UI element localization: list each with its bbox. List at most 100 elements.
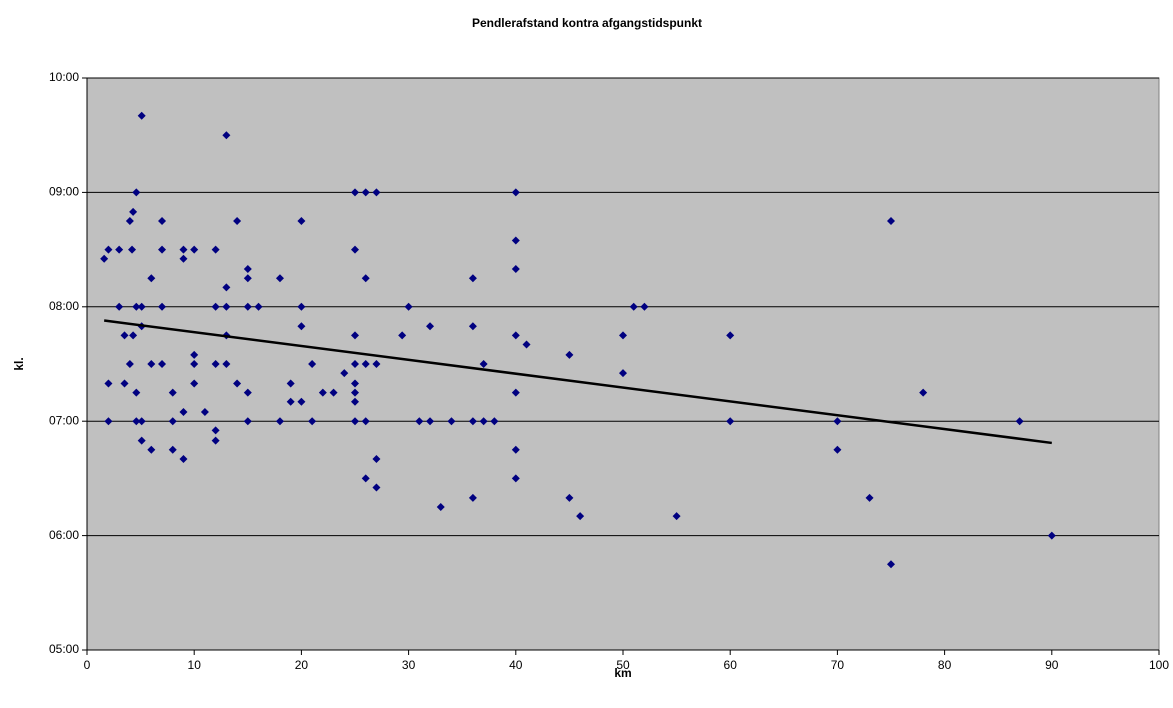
x-axis-label: km — [614, 666, 631, 680]
point — [511, 265, 520, 274]
point — [115, 302, 124, 311]
point — [318, 388, 327, 397]
x-tick-label: 30 — [402, 658, 416, 672]
point — [158, 360, 167, 368]
point — [468, 493, 477, 502]
x-tick-label: 10 — [188, 658, 202, 672]
point — [490, 417, 499, 426]
point — [511, 188, 520, 197]
point — [398, 331, 407, 340]
point — [132, 302, 141, 311]
point — [286, 397, 295, 406]
point — [243, 265, 252, 274]
x-tick-label: 50 — [616, 658, 630, 672]
point — [132, 388, 141, 397]
point — [629, 302, 638, 311]
point — [340, 369, 349, 378]
point — [222, 131, 231, 140]
point — [243, 274, 252, 283]
point — [833, 445, 842, 454]
point — [168, 388, 177, 397]
point — [565, 493, 574, 502]
point — [919, 388, 928, 397]
point — [511, 331, 520, 340]
point — [351, 379, 359, 388]
point — [372, 360, 381, 368]
point — [308, 417, 317, 426]
point — [447, 417, 456, 426]
point — [179, 408, 188, 417]
point — [308, 360, 317, 368]
x-tick-label: 90 — [1045, 658, 1059, 672]
point — [522, 340, 531, 349]
point — [128, 245, 137, 254]
point — [100, 254, 109, 263]
point — [361, 360, 370, 368]
point — [179, 454, 188, 463]
point — [168, 445, 177, 454]
point — [115, 245, 124, 254]
point — [233, 379, 242, 388]
point — [726, 417, 735, 426]
point — [211, 360, 220, 368]
point — [640, 302, 649, 311]
point — [125, 360, 134, 368]
point — [129, 207, 138, 216]
point — [372, 483, 381, 492]
point — [297, 217, 306, 225]
point — [468, 417, 477, 426]
point — [104, 417, 113, 426]
point — [125, 217, 134, 225]
point — [619, 369, 627, 378]
point — [479, 417, 488, 426]
point — [426, 322, 435, 331]
point — [468, 322, 477, 331]
point — [190, 350, 199, 359]
point — [243, 388, 252, 397]
point — [887, 560, 895, 569]
point — [137, 436, 146, 445]
point — [211, 302, 220, 311]
x-tick-label: 70 — [831, 658, 845, 672]
point — [436, 503, 445, 511]
point — [179, 245, 188, 254]
trendline — [103, 319, 1052, 445]
point — [351, 397, 359, 406]
point — [1047, 531, 1056, 540]
point — [361, 188, 370, 197]
point — [211, 426, 220, 435]
x-tick-label: 0 — [84, 658, 91, 672]
point — [190, 360, 199, 368]
point — [351, 360, 359, 368]
point — [415, 417, 424, 426]
x-tick-label: 100 — [1149, 658, 1169, 672]
point — [351, 245, 359, 254]
point — [479, 360, 488, 368]
point — [404, 302, 413, 311]
point — [286, 379, 295, 388]
point — [865, 493, 874, 502]
point — [887, 217, 895, 225]
point — [179, 254, 188, 263]
point — [468, 274, 477, 283]
point — [511, 445, 520, 454]
point — [168, 417, 177, 426]
point — [361, 417, 370, 426]
x-tick-label: 20 — [295, 658, 309, 672]
point — [243, 417, 252, 426]
y-tick-label: 08:00 — [49, 299, 79, 313]
point — [511, 388, 520, 397]
point — [147, 274, 156, 283]
point — [132, 188, 141, 197]
point — [222, 360, 231, 368]
chart-title: Pendlerafstand kontra afgangstidspunkt — [472, 16, 702, 30]
point — [297, 397, 306, 406]
point — [275, 274, 284, 283]
point — [222, 283, 231, 292]
point — [1015, 417, 1024, 426]
point — [511, 236, 520, 245]
point — [254, 302, 263, 311]
x-tick-label: 40 — [509, 658, 523, 672]
point — [361, 474, 370, 483]
point — [104, 379, 113, 388]
